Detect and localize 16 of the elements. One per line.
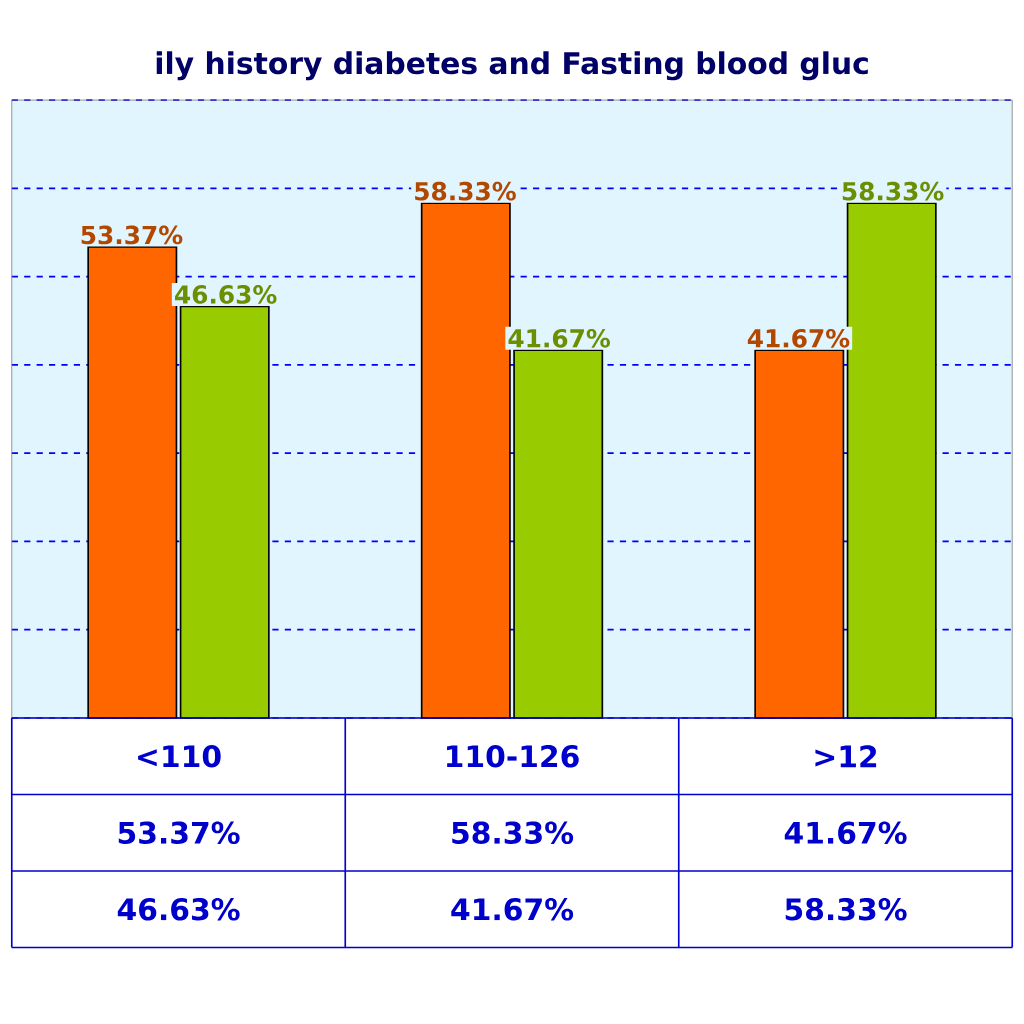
data-label: 41.67% — [784, 821, 907, 844]
data-label: 53.37% — [118, 821, 240, 844]
text: 41.67% — [747, 328, 850, 348]
data-label: 58.33% — [452, 821, 574, 844]
text: 58.33% — [415, 181, 516, 201]
x-tick-label: <110 — [138, 744, 221, 768]
data-label: 41.67% — [451, 898, 574, 921]
data-label: 46.63% — [117, 898, 240, 921]
data-label: 58.33% — [785, 898, 907, 921]
x-tick-label: >12 — [815, 745, 877, 768]
chart-title: ily history diabetes and Fasting blood gluc — [156, 51, 868, 81]
text: 46.63% — [175, 285, 277, 304]
text: 41.67% — [508, 328, 610, 348]
text: 53.37% — [81, 225, 183, 245]
x-tick-label: 110-126 — [447, 744, 579, 768]
text: 58.33% — [842, 181, 944, 201]
